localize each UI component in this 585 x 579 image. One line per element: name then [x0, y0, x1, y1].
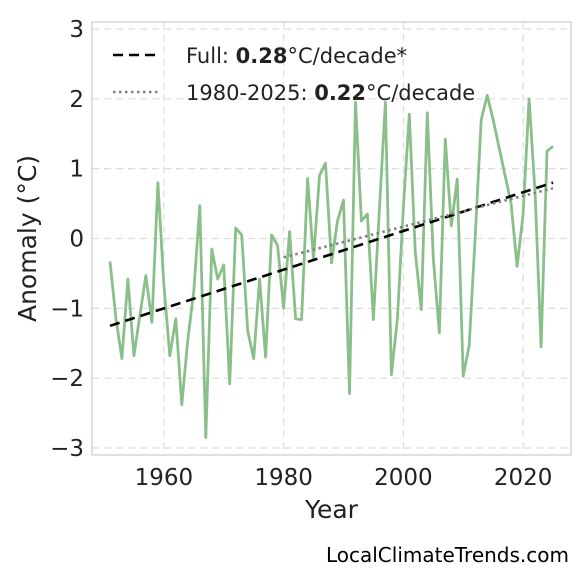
legend-recent-value: 0.22 [314, 81, 366, 105]
series-trend-recent [283, 186, 554, 259]
series-trend-full [109, 181, 554, 328]
grid [92, 22, 571, 455]
legend-full-trend-label: Full: 0.28°C/decade* [186, 44, 407, 68]
x-tick-2000: 2000 [374, 465, 433, 491]
legend-recent-prefix: 1980-2025: [186, 81, 314, 105]
watermark: LocalClimateTrends.com [325, 543, 569, 567]
x-tick-1980: 1980 [254, 465, 313, 491]
y-tick--3: −3 [50, 436, 84, 462]
y-tick--2: −2 [50, 366, 84, 392]
y-tick-3: 3 [69, 17, 84, 43]
y-tick-1: 1 [69, 157, 84, 183]
y-tick--1: −1 [50, 296, 84, 322]
x-axis-title: Year [304, 495, 359, 524]
y-axis-title: Anomaly (°C) [13, 155, 42, 322]
x-tick-2020: 2020 [494, 465, 553, 491]
y-tick-0: 0 [69, 227, 84, 253]
y-tick-labels: −3 −2 −1 0 1 2 3 [50, 17, 84, 462]
legend-recent-trend-label: 1980-2025: 0.22°C/decade [186, 81, 475, 105]
legend-full-value: 0.28 [236, 44, 288, 68]
plot-frame [91, 21, 572, 456]
y-tick-2: 2 [69, 87, 84, 113]
legend-recent-suffix: °C/decade [366, 81, 475, 105]
x-tick-1960: 1960 [135, 465, 194, 491]
legend-full-prefix: Full: [186, 44, 236, 68]
legend-full-suffix: °C/decade* [288, 44, 408, 68]
legend: Full: 0.28°C/decade* 1980-2025: 0.22°C/d… [113, 44, 475, 105]
plot-lines [108, 93, 554, 439]
series-data [108, 93, 554, 439]
x-tick-labels: 1960 1980 2000 2020 [135, 465, 553, 491]
